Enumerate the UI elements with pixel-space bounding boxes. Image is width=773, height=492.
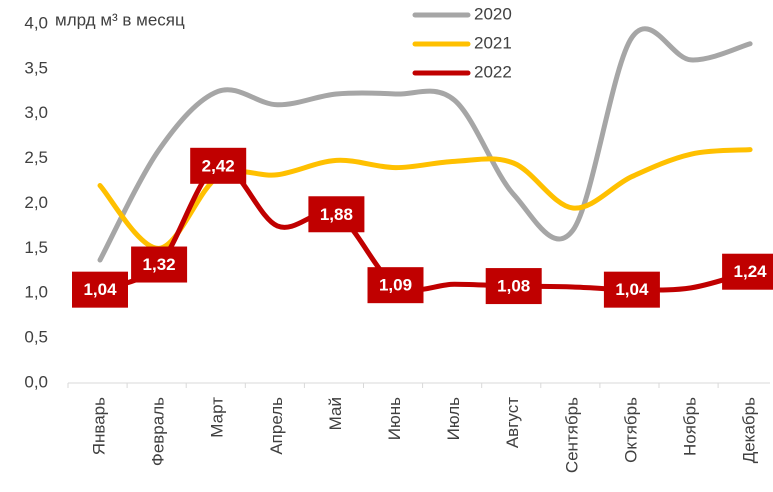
data-label: 1,04	[83, 280, 117, 299]
x-tick-label: Январь	[89, 397, 108, 455]
data-label: 1,32	[143, 255, 176, 274]
y-tick-label: 0,5	[24, 328, 48, 347]
data-label-box	[131, 246, 188, 283]
legend-label: 2022	[474, 62, 512, 81]
y-tick-label: 2,5	[24, 148, 48, 167]
x-tick-label: Февраль	[149, 397, 168, 466]
series-line	[97, 163, 753, 293]
data-label: 1,24	[734, 262, 768, 281]
data-label: 1,88	[320, 205, 353, 224]
series-line	[97, 26, 753, 263]
x-tick-label: Апрель	[267, 397, 286, 455]
legend-label: 2021	[474, 33, 512, 52]
y-tick-label: 3,0	[24, 103, 48, 122]
y-tick-label: 0,0	[24, 372, 48, 391]
data-label-box	[72, 271, 128, 308]
y-tick-label: 2,0	[24, 193, 48, 212]
data-label-box	[308, 196, 365, 233]
x-tick-label: Октябрь	[621, 397, 640, 463]
legend-label: 2020	[474, 4, 512, 23]
x-tick-label: Август	[503, 397, 522, 448]
y-tick-label: 4,0	[24, 13, 48, 32]
y-axis-label: млрд м³ в месяц	[55, 10, 185, 29]
data-label: 1,09	[379, 276, 412, 295]
data-label-box	[485, 268, 542, 305]
x-tick-label: Июнь	[385, 397, 404, 440]
x-tick-label: Май	[326, 397, 345, 430]
data-label: 1,08	[497, 277, 530, 296]
series-line	[97, 147, 753, 251]
x-tick-label: Сентябрь	[562, 397, 581, 473]
x-tick-label: Ноябрь	[680, 397, 699, 456]
y-tick-label: 3,5	[24, 58, 48, 77]
data-label-box	[722, 253, 773, 290]
y-tick-label: 1,0	[24, 283, 48, 302]
data-label-box	[190, 147, 247, 184]
x-tick-label: Июль	[444, 397, 463, 441]
data-label-box	[603, 271, 660, 308]
data-label-box	[367, 267, 424, 304]
y-tick-label: 1,5	[24, 238, 48, 257]
data-label: 2,42	[202, 156, 235, 175]
x-tick-label: Декабрь	[740, 397, 759, 463]
data-label: 1,04	[615, 280, 649, 299]
x-tick-label: Март	[208, 397, 227, 438]
